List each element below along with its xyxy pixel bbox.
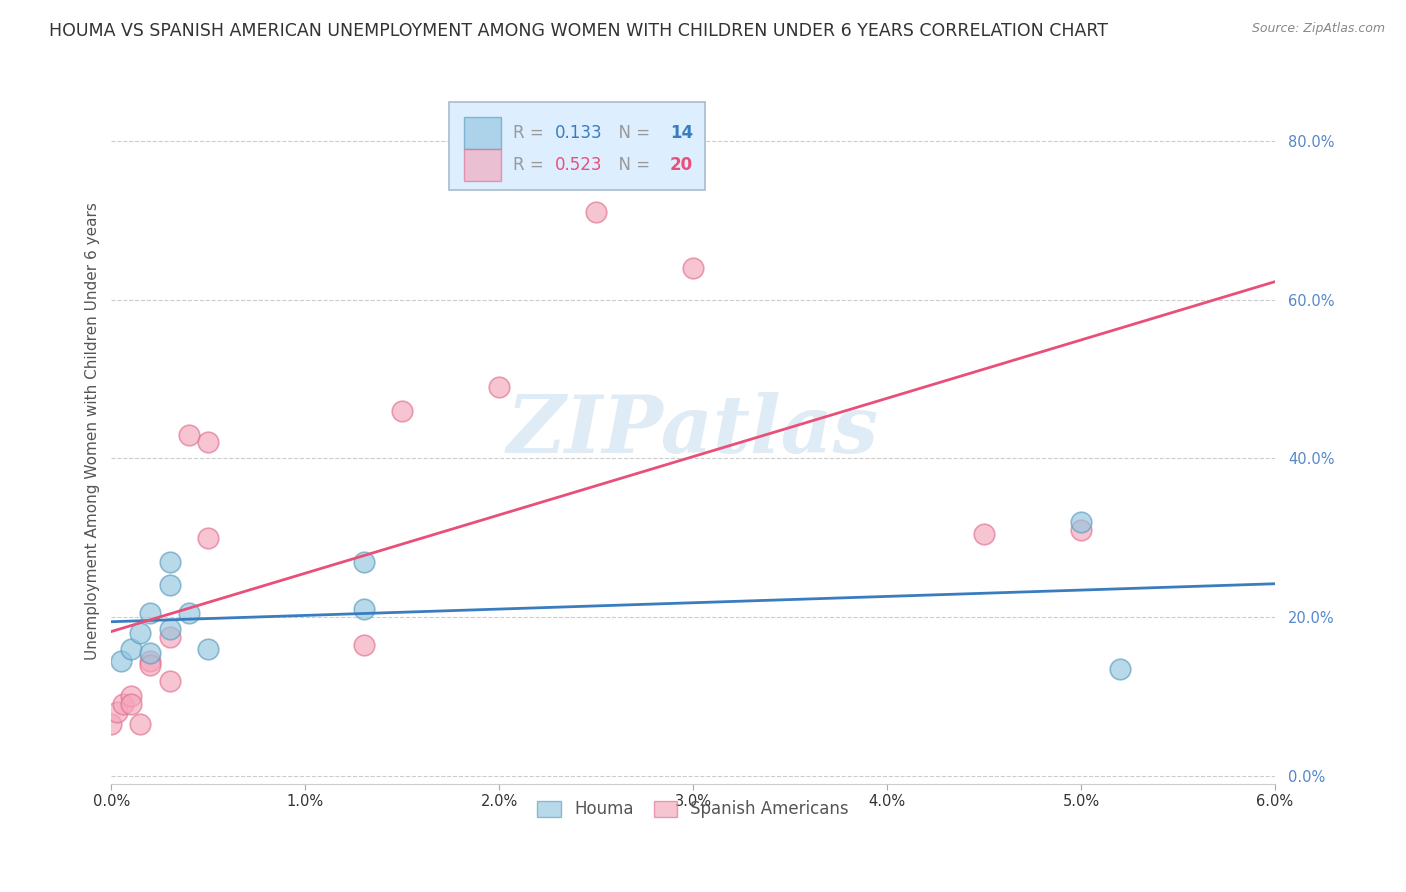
Point xyxy=(120,690,142,704)
FancyBboxPatch shape xyxy=(464,149,501,181)
FancyBboxPatch shape xyxy=(449,103,704,191)
Point xyxy=(973,526,995,541)
Text: HOUMA VS SPANISH AMERICAN UNEMPLOYMENT AMONG WOMEN WITH CHILDREN UNDER 6 YEARS C: HOUMA VS SPANISH AMERICAN UNEMPLOYMENT A… xyxy=(49,22,1108,40)
Point xyxy=(159,673,181,688)
Point xyxy=(1070,523,1092,537)
Point xyxy=(120,641,142,656)
Point xyxy=(120,698,142,712)
Point xyxy=(112,698,135,712)
Y-axis label: Unemployment Among Women with Children Under 6 years: Unemployment Among Women with Children U… xyxy=(86,202,100,659)
Point xyxy=(129,717,152,731)
FancyBboxPatch shape xyxy=(464,117,501,150)
Point xyxy=(129,626,152,640)
Point xyxy=(139,657,162,672)
Point xyxy=(159,622,181,636)
Point xyxy=(197,531,219,545)
Point xyxy=(353,602,375,616)
Text: R =: R = xyxy=(513,124,548,142)
Point xyxy=(177,427,200,442)
Point xyxy=(100,717,122,731)
Text: R =: R = xyxy=(513,156,548,174)
Text: 0.523: 0.523 xyxy=(555,156,602,174)
Point xyxy=(197,435,219,450)
Point xyxy=(1070,515,1092,529)
Text: N =: N = xyxy=(609,124,655,142)
Point xyxy=(391,403,413,417)
Text: 14: 14 xyxy=(669,124,693,142)
Point xyxy=(110,654,132,668)
Point xyxy=(488,380,510,394)
Legend: Houma, Spanish Americans: Houma, Spanish Americans xyxy=(531,794,856,825)
Point xyxy=(177,606,200,620)
Point xyxy=(1108,662,1130,676)
Text: 0.133: 0.133 xyxy=(555,124,602,142)
Text: 20: 20 xyxy=(669,156,693,174)
Point xyxy=(353,638,375,652)
Point xyxy=(682,260,704,275)
Point xyxy=(159,555,181,569)
Point xyxy=(105,706,128,720)
Point xyxy=(197,641,219,656)
Point xyxy=(139,654,162,668)
Point xyxy=(159,630,181,644)
Text: N =: N = xyxy=(609,156,655,174)
Point xyxy=(159,578,181,592)
Text: ZIPatlas: ZIPatlas xyxy=(508,392,879,469)
Text: Source: ZipAtlas.com: Source: ZipAtlas.com xyxy=(1251,22,1385,36)
Point xyxy=(353,555,375,569)
Point xyxy=(585,205,607,219)
Point xyxy=(139,646,162,660)
Point xyxy=(139,606,162,620)
